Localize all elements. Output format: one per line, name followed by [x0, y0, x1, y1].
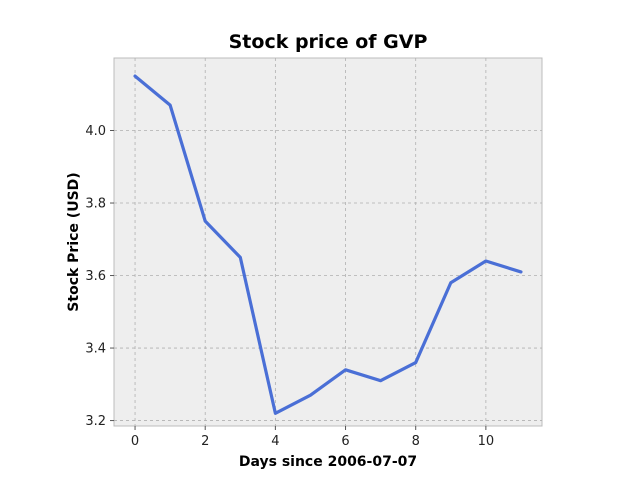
y-tick-label: 3.8: [85, 197, 106, 212]
x-axis-label: Days since 2006-07-07: [239, 454, 417, 470]
x-tick-label: 10: [478, 434, 495, 449]
plot-area: [113, 57, 543, 427]
y-axis-label: Stock Price (USD): [66, 172, 82, 311]
y-tick-label: 3.6: [85, 269, 106, 284]
chart-title: Stock price of GVP: [229, 31, 428, 53]
series-line: [133, 74, 523, 415]
x-tick-label: 8: [412, 434, 420, 449]
y-tick-label: 4.0: [85, 124, 106, 139]
y-tick-label: 3.4: [85, 342, 106, 357]
x-tick-label: 6: [341, 434, 349, 449]
x-tick-label: 2: [201, 434, 209, 449]
series-layer: [133, 74, 523, 415]
axis-ticks: 0 2 4 6 8 10 3.2 3.4 3.6 3.8 4.0: [85, 124, 494, 449]
x-tick-label: 4: [271, 434, 279, 449]
grid: [114, 58, 542, 426]
x-tick-label: 0: [131, 434, 139, 449]
y-tick-label: 3.2: [85, 414, 106, 429]
